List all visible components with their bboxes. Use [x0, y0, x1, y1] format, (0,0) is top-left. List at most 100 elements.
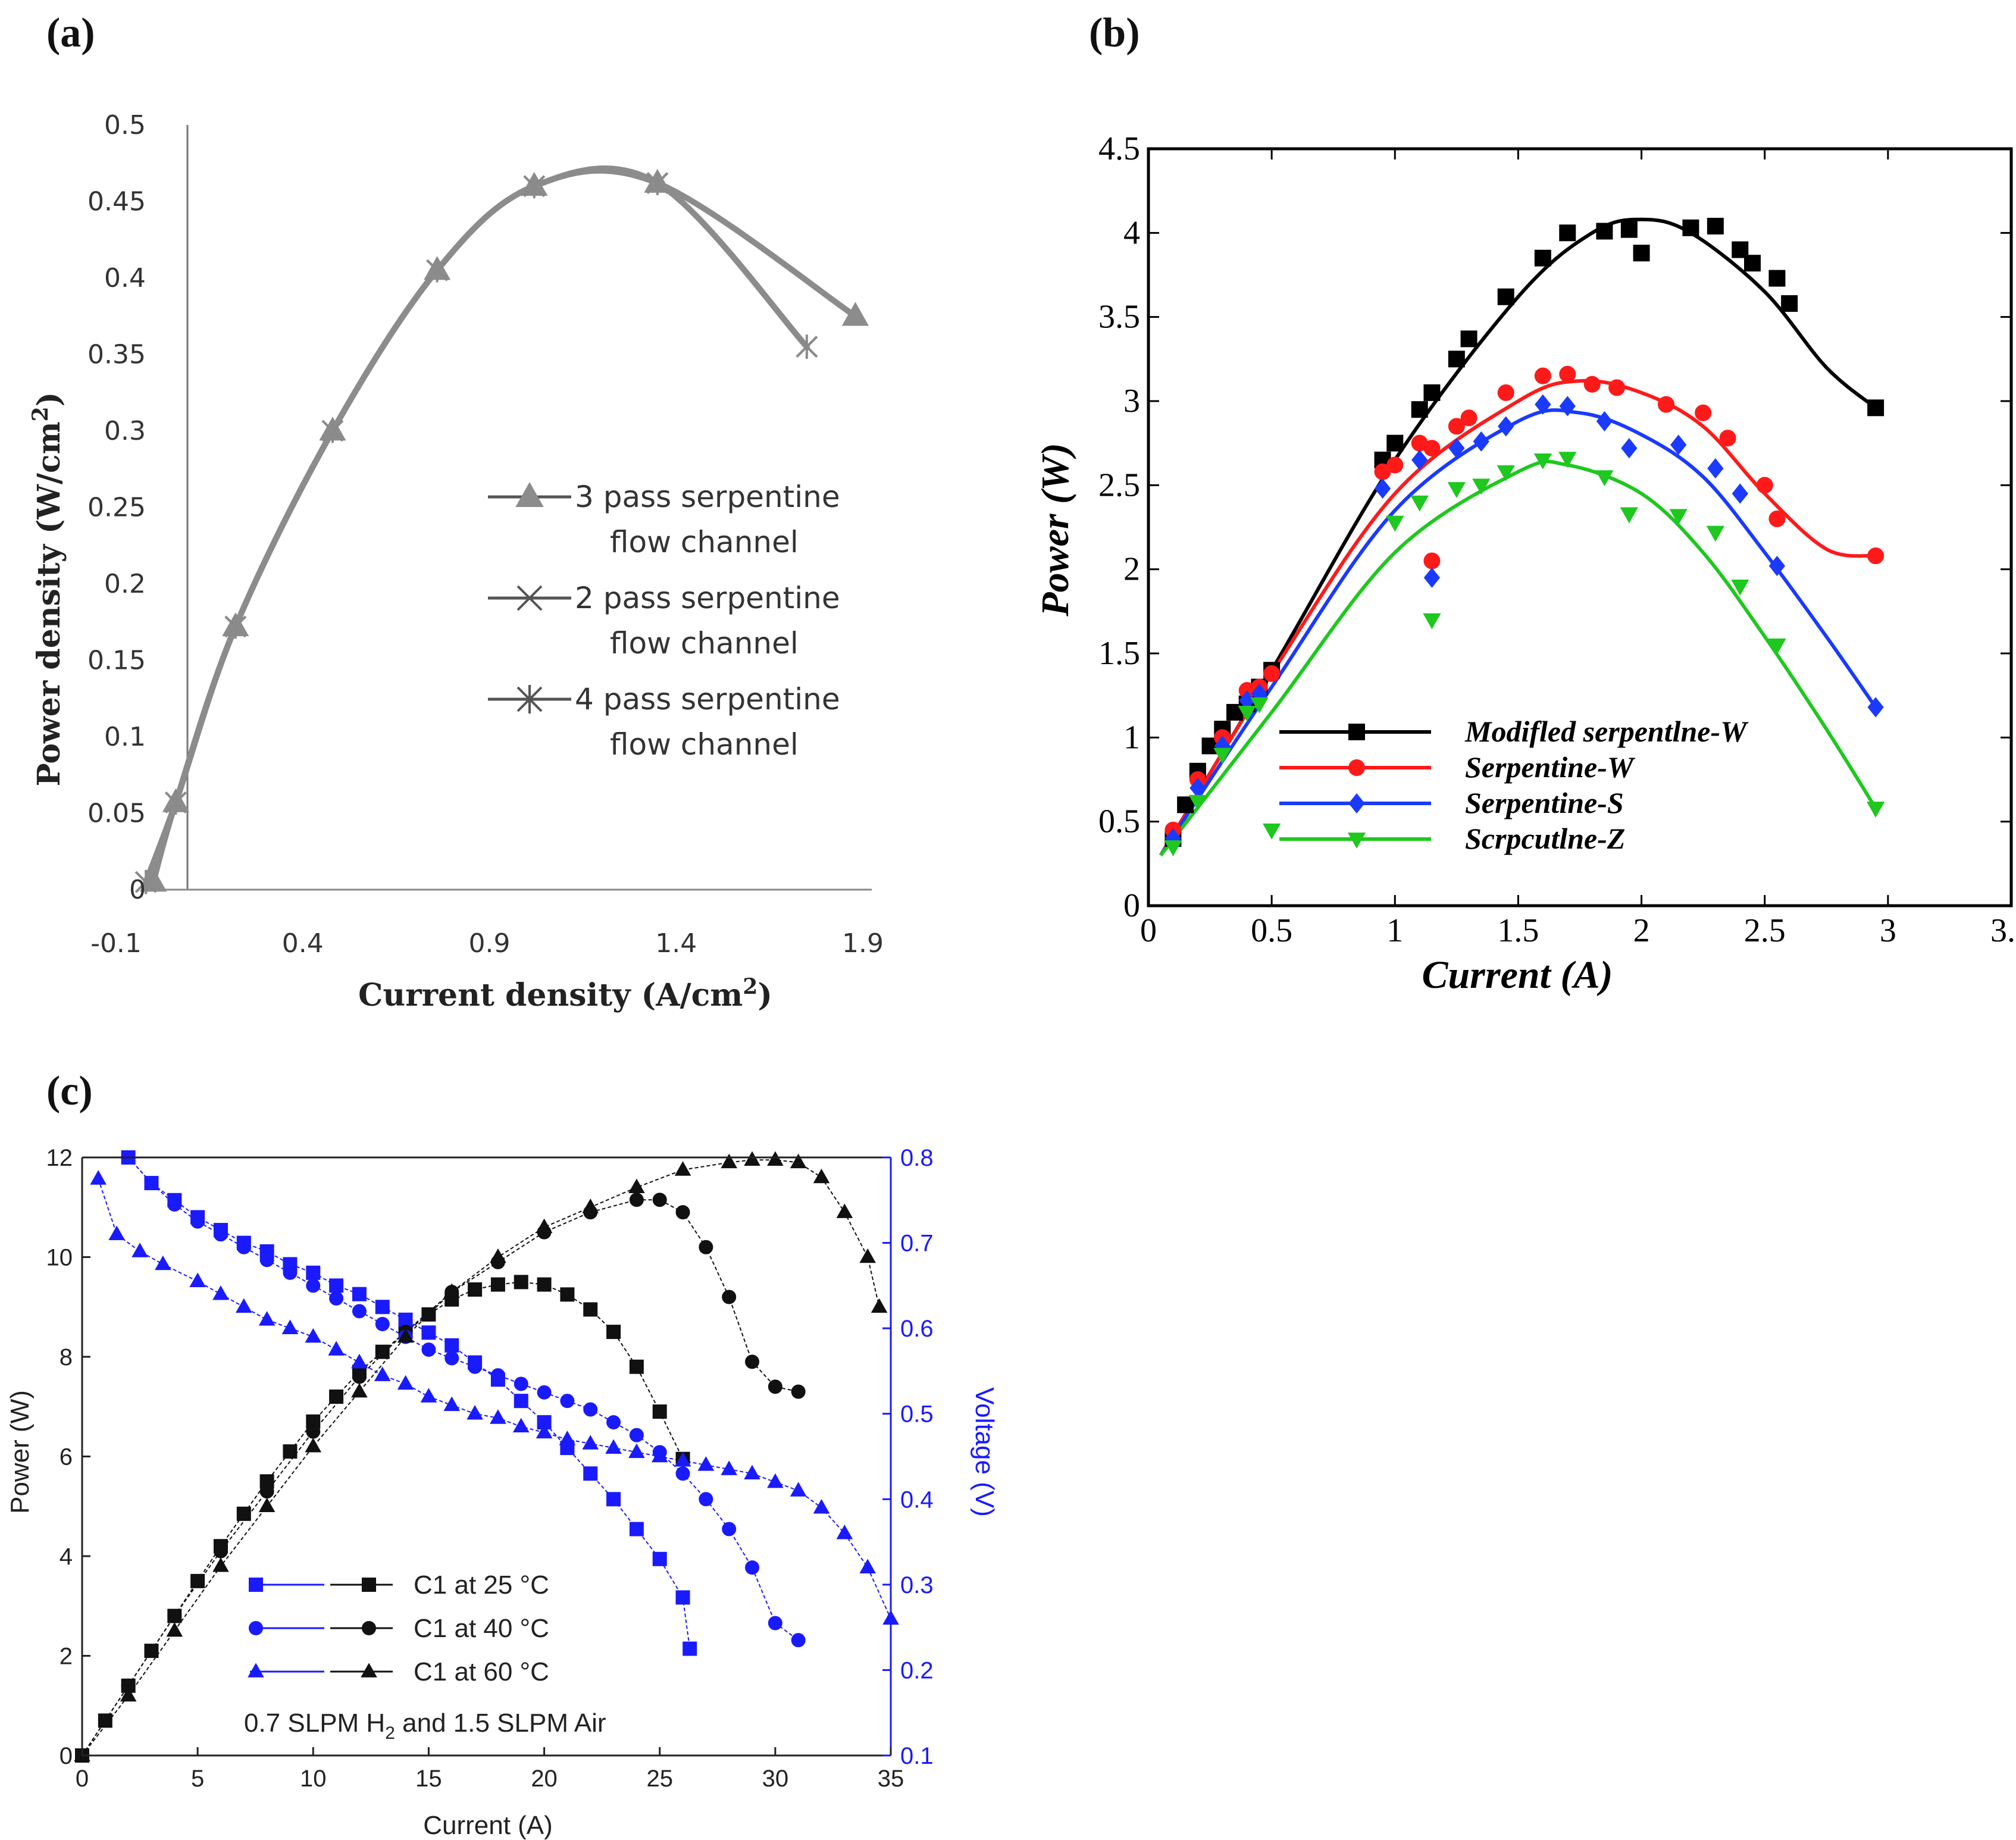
- b-point-square: [1448, 351, 1465, 368]
- b-ylabel: Power (W): [1034, 443, 1077, 617]
- b-ytick-label: 2.5: [1098, 467, 1140, 503]
- c-voltage-point-circle: [468, 1359, 483, 1374]
- b-point-square: [1768, 270, 1786, 287]
- c-power-point-triangle: [859, 1248, 876, 1263]
- c-voltage-point-square: [652, 1551, 667, 1566]
- b-point-circle: [1719, 430, 1736, 447]
- b-point-triangle-down: [1620, 507, 1639, 524]
- c-legend-marker-blue: [249, 1578, 263, 1592]
- c-power-point-triangle: [628, 1178, 645, 1194]
- c-power-point-square: [283, 1444, 298, 1459]
- b-point-triangle-down: [1262, 823, 1281, 840]
- c-voltage-point-circle: [791, 1633, 806, 1648]
- a-point-asterisk: [224, 614, 247, 639]
- b-point-diamond: [1707, 458, 1724, 479]
- c-voltage-point-triangle: [420, 1388, 437, 1403]
- b-point-square: [1423, 384, 1441, 401]
- b-legend-text: Serpentine-S: [1465, 786, 1624, 819]
- a-legend-marker: [516, 585, 543, 611]
- c-xtick-label: 35: [878, 1766, 904, 1792]
- b-point-diamond: [1411, 449, 1428, 470]
- b-point-diamond: [1670, 434, 1687, 455]
- b-point-triangle-down: [1188, 794, 1207, 811]
- c-legend-marker-blue: [248, 1663, 264, 1678]
- b-point-diamond: [1621, 438, 1638, 459]
- c-xtick-label: 30: [762, 1766, 789, 1792]
- c-power-point-square: [583, 1302, 598, 1317]
- b-fit-line: [1159, 459, 1877, 857]
- b-point-square: [1781, 295, 1798, 312]
- b-xtick-label: 1: [1386, 912, 1403, 949]
- b-point-triangle-down: [1706, 525, 1725, 542]
- c-voltage-point-square: [683, 1641, 697, 1656]
- c-xtick-label: 5: [191, 1766, 204, 1792]
- c-power-line: [82, 1199, 799, 1756]
- a-ytick-label: 0.5: [104, 110, 146, 140]
- c-voltage-point-triangle: [235, 1298, 252, 1313]
- a-legend-marker: [516, 685, 543, 714]
- c-ytick-label: 8: [60, 1344, 73, 1370]
- c-voltage-point-triangle: [490, 1409, 506, 1424]
- b-point-circle: [1559, 365, 1576, 383]
- a-ytick-label: 0: [129, 875, 146, 905]
- c-voltage-point-circle: [144, 1176, 159, 1191]
- b-point-triangle-down: [1595, 470, 1614, 487]
- c-power-point-circle: [791, 1384, 806, 1399]
- c-power-point-square: [144, 1644, 159, 1658]
- c-voltage-point-circle: [352, 1304, 367, 1319]
- b-point-diamond: [1768, 555, 1786, 577]
- c-voltage-point-triangle: [132, 1243, 148, 1257]
- c-power-point-square: [190, 1573, 205, 1588]
- b-point-square: [1682, 219, 1699, 236]
- b-point-circle: [1497, 384, 1514, 401]
- c-voltage-point-triangle: [790, 1482, 807, 1497]
- b-point-diamond: [1867, 697, 1884, 718]
- c-power-point-circle: [768, 1379, 782, 1394]
- c-voltage-point-square: [329, 1278, 344, 1293]
- c-power-point-triangle: [443, 1283, 461, 1298]
- b-ytick-label: 3: [1123, 383, 1140, 420]
- b-point-triangle-down: [1213, 747, 1232, 764]
- c-legend-marker-black: [361, 1663, 377, 1678]
- c-power-point-square: [468, 1282, 483, 1297]
- c-voltage-point-square: [352, 1287, 367, 1301]
- c-power-point-triangle: [744, 1151, 760, 1166]
- c-voltage-point-triangle: [90, 1170, 107, 1185]
- c-voltage-point-triangle: [374, 1366, 391, 1381]
- b-point-triangle-down: [1238, 706, 1256, 722]
- b-xtick-label: 2.5: [1744, 912, 1786, 949]
- c-power-point-circle: [167, 1609, 182, 1623]
- b-point-diamond: [1596, 411, 1613, 431]
- c-voltage-point-triangle: [536, 1423, 553, 1439]
- b-point-circle: [1583, 375, 1601, 393]
- a-ytick-label: 0.1: [104, 722, 146, 752]
- b-point-triangle-down: [1423, 613, 1441, 630]
- b-point-circle: [1263, 665, 1281, 682]
- c-power-point-circle: [352, 1369, 367, 1384]
- c-annotation: 0.7 SLPM H2 and 1.5 SLPM Air: [244, 1708, 606, 1743]
- b-point-diamond: [1535, 394, 1551, 415]
- b-point-triangle-down: [1250, 697, 1269, 714]
- c-xtick-label: 10: [300, 1766, 327, 1792]
- a-ytick-label: 0.35: [87, 340, 146, 370]
- c-voltage-point-triangle: [443, 1396, 461, 1412]
- b-point-square: [1620, 221, 1638, 238]
- c-voltage-point-triangle: [605, 1439, 622, 1454]
- b-point-circle: [1658, 396, 1674, 413]
- c-voltage-point-circle: [259, 1253, 274, 1268]
- a-xtick-label: 0.4: [282, 928, 324, 959]
- c-voltage-point-triangle: [351, 1353, 368, 1369]
- c-xtick-label: 0: [76, 1766, 89, 1792]
- a-ytick-label: 0.25: [87, 493, 146, 523]
- b-point-square: [1386, 434, 1404, 452]
- c-voltage-point-triangle: [281, 1319, 299, 1334]
- c-voltage-point-triangle: [582, 1435, 599, 1450]
- a-point-asterisk: [321, 418, 344, 443]
- a-legend-text: 3 pass serpentine: [575, 480, 840, 514]
- c-voltage-point-triangle: [744, 1465, 760, 1480]
- c-voltage-point-square: [306, 1265, 321, 1280]
- c-power-point-triangle: [871, 1298, 888, 1313]
- c-power-point-triangle: [721, 1153, 738, 1169]
- b-point-circle: [1867, 547, 1884, 565]
